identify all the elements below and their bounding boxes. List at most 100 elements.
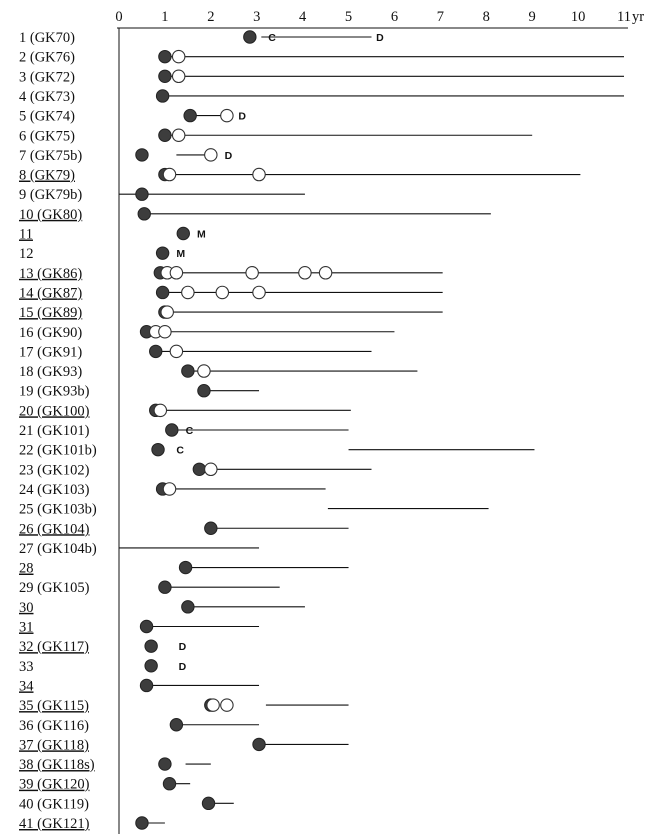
open-marker: [215, 285, 230, 300]
filled-marker: [137, 207, 151, 221]
timeline-row: 16 (GK90): [19, 325, 395, 341]
row-annotation: D: [376, 32, 384, 44]
row-label: 28: [19, 561, 34, 577]
filled-marker: [252, 737, 266, 752]
timeline-row: 5 (GK74) D: [19, 109, 246, 125]
filled-marker: [144, 639, 158, 653]
x-tick-label: 4: [299, 9, 307, 25]
open-marker: [298, 266, 312, 280]
timeline-row: 2 (GK76): [19, 50, 624, 66]
x-tick-label: 0: [115, 9, 122, 25]
timeline-row: 21 (GK101) C: [19, 423, 349, 439]
filled-marker: [183, 108, 197, 123]
row-annotation: C: [268, 32, 276, 44]
filled-marker: [204, 521, 218, 535]
timeline-row: 12 M: [19, 246, 185, 262]
x-unit-label: yr: [632, 9, 644, 25]
row-label: 40 (GK119): [19, 796, 89, 812]
open-marker: [252, 285, 266, 300]
open-marker: [171, 128, 186, 143]
row-label: 34: [19, 678, 34, 694]
row-label: 9 (GK79b): [19, 187, 82, 203]
open-marker: [181, 285, 195, 300]
row-label: 10 (GK80): [19, 207, 82, 223]
open-marker: [204, 148, 218, 162]
filled-marker: [149, 344, 163, 359]
x-tick-label: 7: [437, 9, 444, 25]
row-label: 6 (GK75): [19, 128, 75, 144]
row-label: 38 (GK118s): [19, 757, 95, 773]
timeline-row: 28: [19, 561, 349, 577]
timeline-row: 18 (GK93): [19, 364, 418, 380]
timeline-row: 15 (GK89): [19, 305, 443, 321]
timeline-row: 25 (GK103b): [19, 502, 489, 518]
timeline-row: 7 (GK75b) D: [19, 148, 233, 164]
chart-axes: 0 1 2 3 4 5 6 7 8 9 10 11 yr: [115, 9, 644, 834]
x-tick-label: 10: [571, 9, 586, 25]
open-marker: [220, 698, 234, 712]
row-label: 1 (GK70): [19, 30, 75, 46]
row-label: 31: [19, 620, 34, 636]
row-label: 16 (GK90): [19, 325, 82, 341]
row-label: 12: [19, 246, 34, 262]
row-label: 22 (GK101b): [19, 443, 97, 459]
open-marker: [245, 266, 259, 280]
filled-marker: [155, 89, 170, 103]
timeline-row: 41 (GK121): [19, 816, 165, 832]
open-marker: [206, 698, 220, 712]
timeline-row: 31: [19, 619, 260, 636]
open-marker: [162, 167, 177, 182]
row-label: 33: [19, 659, 34, 675]
row-label: 35 (GK115): [19, 698, 89, 714]
row-label: 27 (GK104b): [19, 541, 97, 557]
row-label: 32 (GK117): [19, 639, 89, 655]
x-tick-label: 8: [483, 9, 490, 25]
row-annotation: D: [179, 661, 187, 673]
filled-marker: [181, 364, 195, 378]
row-label: 3 (GK72): [19, 69, 75, 85]
row-annotation: M: [176, 248, 185, 260]
x-tick-label: 9: [529, 9, 536, 25]
timeline-row: 19 (GK93b): [19, 384, 260, 400]
chart-rows: 1 (GK70) C D 2 (GK76) 3 (GK72) 4 (GK73) 5 (GK7…: [19, 30, 624, 832]
row-label: 2 (GK76): [19, 50, 75, 66]
timeline-row: 29 (GK105): [19, 580, 280, 596]
filled-marker: [176, 226, 190, 241]
open-marker: [171, 69, 186, 84]
timeline-row: 36 (GK116): [19, 718, 260, 734]
open-marker: [169, 266, 184, 280]
filled-marker: [135, 187, 149, 201]
timeline-row: 4 (GK73): [19, 89, 624, 105]
timeline-row: 10 (GK80): [19, 207, 491, 223]
row-label: 25 (GK103b): [19, 502, 97, 518]
filled-marker: [192, 462, 207, 476]
open-marker: [169, 344, 184, 359]
timeline-row: 24 (GK103): [19, 482, 326, 498]
timeline-row: 37 (GK118): [19, 737, 349, 753]
filled-marker: [162, 777, 177, 791]
filled-marker: [165, 423, 179, 437]
row-label: 7 (GK75b): [19, 148, 82, 164]
timeline-row: 27 (GK104b): [19, 541, 260, 557]
timeline-row: 39 (GK120): [19, 777, 191, 793]
timeline-row: 6 (GK75): [19, 128, 533, 144]
filled-marker: [139, 619, 154, 634]
row-annotation: D: [238, 111, 246, 123]
filled-marker: [155, 285, 170, 300]
timeline-row: 34: [19, 678, 260, 694]
open-marker: [160, 305, 174, 319]
row-label: 24 (GK103): [19, 482, 90, 498]
open-marker: [204, 462, 218, 477]
timeline-row: 1 (GK70) C D: [19, 30, 384, 46]
timeline-row: 26 (GK104): [19, 521, 349, 537]
row-label: 8 (GK79): [19, 168, 75, 184]
row-label: 37 (GK118): [19, 737, 89, 753]
filled-marker: [139, 678, 154, 693]
filled-marker: [181, 600, 195, 614]
x-tick-label: 1: [161, 9, 168, 25]
timeline-row: 3 (GK72): [19, 69, 624, 85]
timeline-row: 9 (GK79b): [19, 187, 305, 203]
timeline-row: 38 (GK118s): [19, 757, 211, 773]
row-annotation: C: [176, 445, 184, 457]
